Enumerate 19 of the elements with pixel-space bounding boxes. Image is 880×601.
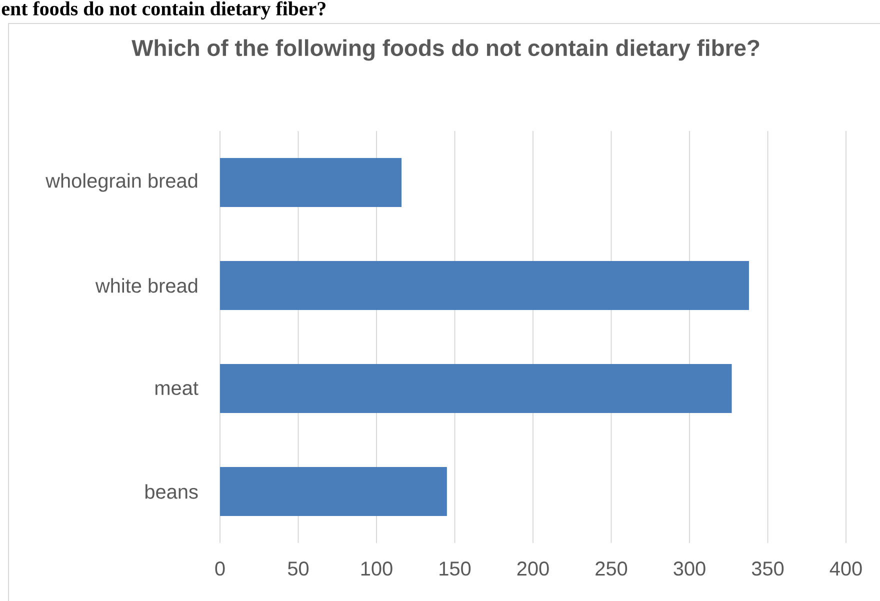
bar bbox=[220, 467, 447, 516]
x-tick-label: 150 bbox=[440, 562, 471, 576]
x-tick-label: 350 bbox=[752, 562, 784, 576]
y-tick-label: meat bbox=[156, 382, 198, 396]
x-tick-label: 400 bbox=[830, 562, 862, 576]
x-tick-label: 250 bbox=[596, 562, 628, 576]
bar bbox=[220, 158, 402, 207]
bar bbox=[220, 261, 749, 310]
chart-title: Which of the following foods do not contain dietary fibre? bbox=[132, 39, 760, 61]
text: ent foods do not contain dietary fiber? bbox=[2, 1, 326, 20]
y-tick-label: white bread bbox=[95, 278, 198, 293]
x-tick-label: 100 bbox=[361, 562, 392, 576]
x-tick-label: 200 bbox=[517, 562, 549, 576]
x-tick-label: 0 bbox=[215, 562, 225, 576]
x-tick-label: 50 bbox=[288, 562, 309, 576]
y-tick-label: wholegrain bread bbox=[46, 173, 198, 192]
x-tick-label: 300 bbox=[674, 562, 706, 576]
bar bbox=[220, 364, 732, 414]
y-tick-label: beans bbox=[145, 484, 198, 499]
